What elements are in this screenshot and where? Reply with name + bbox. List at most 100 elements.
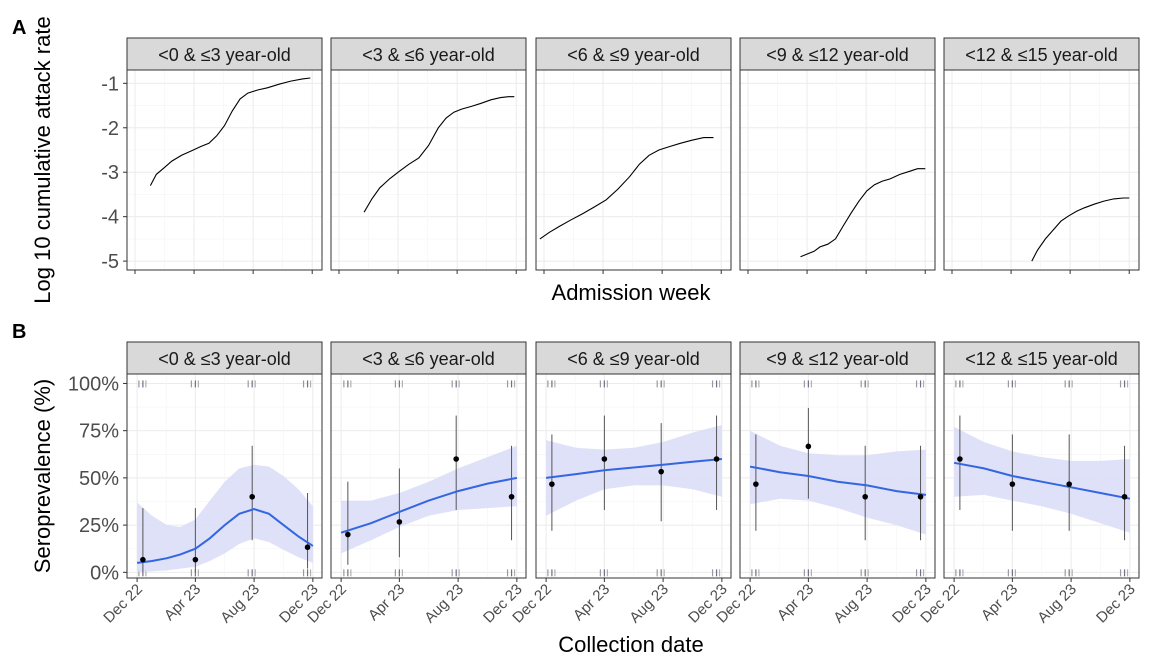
x-tick-label: Apr 23 <box>161 581 204 624</box>
facet-panel: <0 & ≤3 year-old <box>126 37 323 274</box>
plot-area <box>331 70 526 270</box>
data-point <box>396 519 403 525</box>
data-point <box>658 468 664 475</box>
plot-area <box>127 70 322 270</box>
facet-strip <box>126 341 323 375</box>
panel-border <box>739 373 936 579</box>
facet-label: <6 & ≤9 year-old <box>567 45 699 65</box>
plot-area <box>536 70 731 270</box>
x-tick-label: Dec 23 <box>1093 581 1139 627</box>
panel-border <box>943 69 1140 271</box>
data-point <box>601 456 608 462</box>
data-point <box>713 456 720 462</box>
confidence-ribbon <box>546 425 722 516</box>
y-tick-label: 75% <box>79 421 119 443</box>
data-point <box>1009 481 1016 487</box>
panel-tag: B <box>12 321 26 343</box>
facet-strip <box>330 341 527 375</box>
panel-border <box>535 69 732 271</box>
series-line <box>363 96 515 213</box>
x-tick-label: Apr 23 <box>570 581 613 624</box>
y-axis-title: Log 10 cumulative attack rate <box>30 16 55 303</box>
facet-label: <9 & ≤12 year-old <box>766 45 908 65</box>
data-point <box>453 456 459 462</box>
panel-border <box>330 373 527 579</box>
x-tick-label: Aug 23 <box>421 581 467 627</box>
facet-label: <6 & ≤9 year-old <box>567 349 699 369</box>
fit-line <box>340 476 518 534</box>
plot-area <box>740 70 935 270</box>
data-point <box>957 456 963 462</box>
facet-strip <box>330 37 527 71</box>
facet-label: <9 & ≤12 year-old <box>766 349 908 369</box>
series-line <box>149 77 311 186</box>
facet-label: <3 & ≤6 year-old <box>362 349 494 369</box>
panel-border <box>943 373 1140 579</box>
y-tick-label: -2 <box>101 118 119 140</box>
facet-label: <12 & ≤15 year-old <box>965 349 1117 369</box>
fit-line <box>545 458 722 479</box>
data-point <box>549 481 555 487</box>
fit-line <box>136 508 314 564</box>
y-tick-label: 100% <box>68 373 119 395</box>
y-tick-label: 25% <box>79 515 119 537</box>
data-point <box>1066 481 1072 487</box>
data-point <box>862 493 868 500</box>
x-tick-label: Aug 23 <box>626 581 672 627</box>
confidence-ribbon <box>137 464 313 573</box>
panel-border <box>535 373 732 579</box>
panel-border <box>126 373 323 579</box>
x-tick-label: Aug 23 <box>217 581 263 627</box>
facet-strip <box>943 37 1140 71</box>
data-point <box>304 544 311 551</box>
facet-label: <0 & ≤3 year-old <box>158 349 290 369</box>
plot-area <box>944 70 1139 270</box>
fit-line <box>953 461 1131 500</box>
y-tick-label: -4 <box>101 207 119 229</box>
facet-panel: <12 & ≤15 year-old <box>943 37 1140 274</box>
x-tick-label: Apr 23 <box>365 581 408 624</box>
data-point <box>805 443 812 450</box>
y-tick-label: 50% <box>79 468 119 490</box>
x-axis-title: Collection date <box>558 632 704 657</box>
y-axis-title: Seroprevalence (%) <box>30 379 55 573</box>
data-point <box>753 481 759 487</box>
facet-panel: <9 & ≤12 year-old <box>739 37 936 274</box>
panel-tag: A <box>12 17 26 39</box>
facet-strip <box>739 37 936 71</box>
facet-panel: <6 & ≤9 year-old <box>535 37 732 274</box>
facet-strip <box>535 37 732 71</box>
panel-border <box>126 69 323 271</box>
series-line <box>800 168 926 258</box>
y-tick-label: -1 <box>101 73 119 95</box>
x-tick-label: Aug 23 <box>1034 581 1080 627</box>
x-tick-label: Aug 23 <box>830 581 876 627</box>
data-point <box>508 493 515 500</box>
series-line <box>539 137 714 240</box>
x-tick-label: Apr 23 <box>774 581 817 624</box>
x-axis-title: Admission week <box>552 280 712 305</box>
x-tick-label: Apr 23 <box>978 581 1021 624</box>
y-tick-label: -3 <box>101 162 119 184</box>
confidence-ribbon <box>954 426 1130 533</box>
facet-strip <box>126 37 323 71</box>
facet-label: <12 & ≤15 year-old <box>965 45 1117 65</box>
facet-label: <3 & ≤6 year-old <box>362 45 494 65</box>
y-tick-label: 0% <box>90 562 119 584</box>
panel-border <box>739 69 936 271</box>
data-point <box>1121 493 1128 500</box>
data-point <box>192 556 199 563</box>
y-tick-label: -5 <box>101 251 119 273</box>
x-tick-label: Dec 22 <box>100 581 146 627</box>
series-line <box>1031 197 1130 262</box>
data-point <box>917 493 924 500</box>
facet-panel: <3 & ≤6 year-old <box>330 37 527 274</box>
facet-label: <0 & ≤3 year-old <box>158 45 290 65</box>
data-point <box>345 531 351 538</box>
facet-strip <box>739 341 936 375</box>
fit-line <box>749 465 927 496</box>
panel-border <box>330 69 527 271</box>
facet-strip <box>943 341 1140 375</box>
data-point <box>249 493 255 500</box>
